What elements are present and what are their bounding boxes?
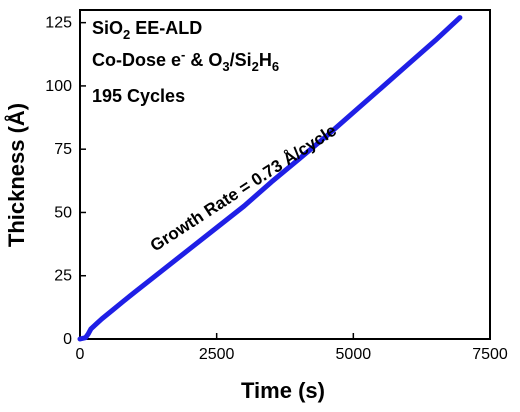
x-tick-label: 0 bbox=[76, 346, 85, 363]
y-tick-label: 100 bbox=[45, 78, 72, 95]
x-tick-label: 7500 bbox=[472, 346, 508, 363]
annotation-material: SiO2 EE-ALD bbox=[92, 18, 202, 42]
growth-rate-label: Growth Rate = 0.73 Å/cycle bbox=[147, 121, 340, 256]
x-axis-ticks: 0 2500 5000 7500 bbox=[76, 333, 508, 363]
plot-frame bbox=[79, 9, 491, 340]
thickness-series-line bbox=[77, 15, 463, 342]
annotation-codose: Co-Dose e- & O3/Si2H6 bbox=[92, 47, 279, 74]
y-tick-label: 0 bbox=[63, 331, 72, 348]
y-tick-label: 25 bbox=[54, 268, 72, 285]
y-tick-label: 125 bbox=[45, 15, 72, 32]
y-tick-label: 50 bbox=[54, 204, 72, 221]
annotation-cycles: 195 Cycles bbox=[92, 86, 185, 106]
y-axis-label: Thickness (Å) bbox=[3, 103, 29, 247]
y-tick-label: 75 bbox=[54, 141, 72, 158]
x-tick-label: 2500 bbox=[199, 346, 235, 363]
x-axis-label: Time (s) bbox=[241, 378, 325, 403]
x-tick-label: 5000 bbox=[336, 346, 372, 363]
y-axis-ticks: 0 25 50 75 100 125 bbox=[45, 15, 86, 348]
